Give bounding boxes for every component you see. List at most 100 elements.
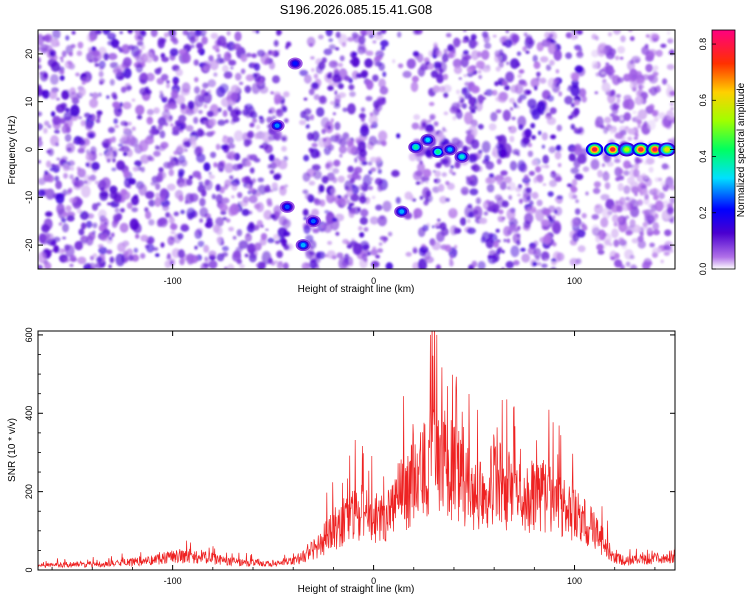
noise-blob — [349, 177, 355, 184]
noise-blob — [105, 150, 114, 162]
noise-blob — [568, 115, 574, 120]
noise-blob — [453, 37, 461, 48]
noise-blob — [38, 57, 41, 64]
noise-blob — [483, 34, 490, 44]
noise-blob — [549, 179, 557, 188]
noise-blob — [617, 182, 624, 192]
noise-blob — [523, 174, 529, 181]
noise-blob — [114, 207, 120, 214]
noise-blob — [502, 109, 511, 122]
noise-blob — [367, 252, 372, 256]
noise-blob — [119, 31, 123, 35]
hotspot-ring — [413, 145, 419, 150]
noise-blob — [470, 139, 480, 150]
noise-blob — [581, 213, 587, 219]
noise-blob — [38, 139, 43, 148]
noise-blob — [473, 205, 483, 219]
noise-blob — [311, 208, 320, 217]
noise-blob — [647, 119, 656, 131]
noise-blob — [221, 97, 231, 108]
noise-blob — [145, 72, 155, 82]
noise-blob — [147, 154, 153, 161]
noise-blob — [629, 199, 639, 211]
noise-blob — [478, 99, 484, 105]
noise-blob — [380, 30, 387, 35]
noise-blob — [495, 135, 499, 140]
noise-blob — [81, 76, 90, 84]
noise-blob — [525, 187, 532, 194]
noise-blob — [631, 55, 641, 64]
noise-blob — [570, 167, 580, 174]
noise-blob — [654, 109, 660, 117]
noise-blob — [516, 51, 522, 56]
noise-blob — [568, 191, 576, 200]
noise-blob — [649, 86, 658, 96]
noise-blob — [248, 253, 257, 263]
noise-blob — [56, 203, 65, 215]
noise-blob — [215, 217, 224, 227]
noise-blob — [248, 195, 258, 204]
noise-blob — [283, 155, 289, 162]
y-tick-label: 0 — [24, 567, 34, 572]
noise-blob — [497, 215, 504, 223]
noise-blob — [604, 116, 612, 124]
noise-blob — [627, 128, 636, 135]
noise-blob — [604, 182, 611, 190]
noise-blob — [98, 209, 107, 220]
noise-blob — [435, 50, 443, 58]
noise-blob — [484, 154, 490, 162]
noise-blob — [215, 184, 221, 192]
noise-blob — [66, 215, 75, 222]
noise-blob — [377, 183, 384, 192]
noise-blob — [92, 253, 98, 258]
noise-blob — [38, 85, 42, 92]
noise-blob — [120, 208, 125, 213]
noise-blob — [84, 139, 90, 146]
noise-blob — [148, 199, 156, 207]
noise-blob — [248, 222, 255, 230]
noise-blob — [44, 120, 50, 127]
noise-blob — [640, 184, 647, 189]
noise-blob — [168, 102, 178, 110]
noise-blob — [109, 191, 118, 200]
noise-blob — [120, 145, 130, 153]
noise-blob — [207, 79, 216, 88]
noise-blob — [664, 229, 672, 237]
noise-blob — [422, 168, 432, 178]
noise-blob — [220, 144, 228, 150]
noise-blob — [126, 248, 133, 257]
noise-blob — [602, 232, 608, 237]
noise-blob — [77, 168, 86, 178]
noise-blob — [247, 130, 255, 139]
noise-blob — [38, 264, 43, 269]
noise-blob — [255, 263, 260, 267]
noise-blob — [39, 71, 49, 82]
noise-blob — [623, 185, 631, 195]
noise-blob — [76, 50, 83, 57]
noise-blob — [641, 188, 649, 196]
noise-blob — [134, 160, 142, 167]
noise-blob — [282, 106, 288, 113]
noise-blob — [308, 88, 315, 96]
noise-blob — [219, 203, 229, 212]
noise-blob — [595, 35, 599, 41]
noise-blob — [541, 263, 548, 269]
noise-blob — [222, 64, 229, 73]
noise-blob — [328, 60, 339, 68]
noise-blob — [87, 47, 92, 52]
noise-blob — [424, 125, 435, 133]
noise-blob — [203, 179, 213, 191]
noise-blob — [168, 169, 174, 177]
noise-blob — [56, 163, 62, 169]
noise-blob — [84, 112, 91, 118]
noise-blob — [107, 40, 115, 46]
noise-blob — [503, 238, 507, 243]
noise-blob — [65, 107, 70, 113]
noise-blob — [361, 160, 368, 166]
noise-blob — [257, 184, 267, 195]
spectrogram-hotspot-layer — [269, 57, 675, 252]
noise-blob — [323, 223, 333, 233]
noise-blob — [548, 146, 556, 154]
noise-blob — [488, 123, 497, 131]
noise-blob — [166, 83, 170, 89]
